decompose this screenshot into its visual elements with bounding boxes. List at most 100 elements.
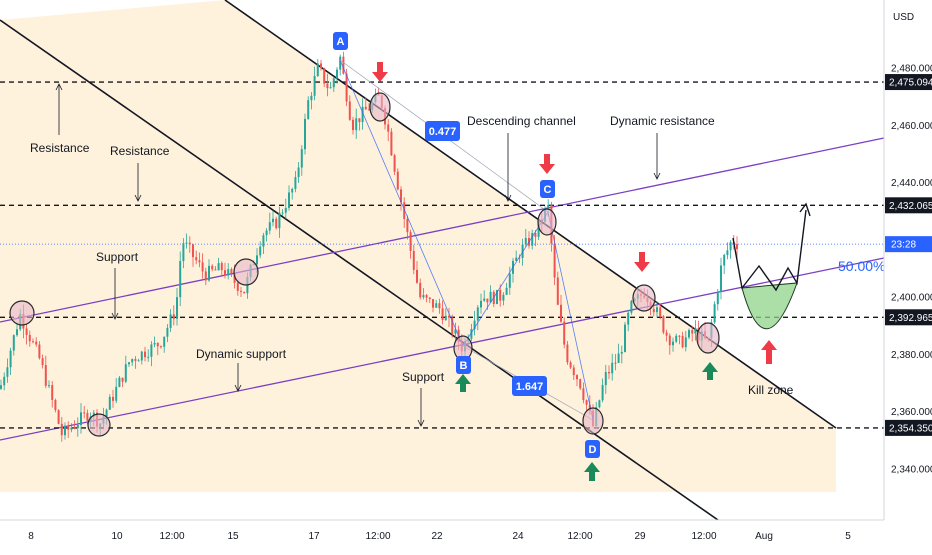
arrow-up-icon — [761, 340, 777, 364]
candle-body — [121, 377, 124, 382]
circle-8 — [632, 284, 656, 312]
candle-body — [729, 242, 732, 251]
candle-body — [115, 386, 118, 401]
candle-body — [67, 425, 70, 430]
candle-body — [352, 119, 354, 131]
price-badge-label: 2,392.965 — [889, 313, 932, 324]
candle-body — [166, 327, 169, 337]
candle-body — [713, 304, 716, 323]
candle-body — [105, 409, 108, 417]
candle-body — [534, 233, 537, 237]
candle-body — [201, 262, 204, 272]
circle-3 — [233, 258, 259, 286]
candle-body — [300, 149, 303, 168]
candle-body — [659, 307, 662, 317]
candle-body — [566, 344, 569, 363]
candle-body — [137, 360, 140, 362]
x-axis-ticks: 8 10 12:00 15 17 12:00 22 24 12:00 29 12:00 Aug 5 — [28, 531, 851, 542]
fib-50-label: 50.00% — [838, 258, 885, 274]
candle-body — [604, 371, 607, 386]
candle-body — [563, 321, 566, 345]
candle-body — [16, 329, 18, 336]
arrow-up-icon — [702, 362, 718, 380]
y-tick-label: 2,460.000 — [891, 121, 932, 132]
projection-arrow-head — [799, 202, 811, 217]
dynamic-resistance-label: Dynamic resistance — [610, 114, 715, 128]
candle-body — [208, 265, 210, 281]
candle-body — [486, 298, 489, 303]
candle-body — [179, 261, 182, 298]
candle-body — [326, 83, 329, 89]
candle-body — [281, 212, 284, 214]
dynamic-support-label: Dynamic support — [196, 347, 287, 361]
candle-body — [617, 353, 620, 363]
price-badge — [885, 419, 932, 436]
x-tick-label: 12:00 — [691, 531, 716, 542]
candle-body — [332, 78, 335, 88]
candle-body — [108, 396, 111, 410]
candle-body — [54, 399, 57, 411]
candle-body — [470, 329, 473, 339]
candle-body — [400, 189, 402, 203]
candle-body — [211, 265, 214, 270]
abcd-pattern-line — [339, 59, 594, 421]
candle-body — [124, 364, 127, 382]
candle-body — [588, 404, 591, 411]
candle-body — [496, 290, 498, 305]
candle-body — [278, 212, 281, 229]
candle-body — [0, 385, 2, 389]
candle-body — [83, 412, 86, 414]
candle-body — [144, 351, 146, 358]
candle-body — [656, 307, 658, 313]
candle-body — [140, 351, 143, 361]
candle-body — [473, 320, 476, 330]
candle-body — [403, 202, 406, 219]
candle-body — [48, 385, 50, 387]
candle-body — [70, 427, 73, 430]
candle-body — [723, 254, 726, 266]
candle-body — [147, 356, 150, 358]
y-tick-label: 2,380.000 — [891, 350, 932, 361]
candle-body — [387, 124, 390, 132]
candle-body — [358, 118, 361, 123]
price-badge — [885, 74, 932, 91]
candle-body — [220, 263, 223, 271]
candle-body — [38, 344, 41, 359]
candle-body — [716, 291, 719, 305]
candle-body — [86, 412, 89, 421]
channel-area — [0, 0, 836, 492]
candle-body — [688, 330, 690, 338]
tag-b: B — [456, 356, 471, 374]
candle-body — [736, 244, 738, 250]
price-badge-label: 2,475.094 — [889, 78, 932, 89]
candle-body — [192, 244, 194, 258]
x-tick-label: 12:00 — [365, 531, 390, 542]
candle-body — [243, 291, 246, 294]
candle-body — [230, 269, 233, 274]
y-tick-label: 2,360.000 — [891, 407, 932, 418]
ratio-tag-1647: 1.647 — [512, 376, 547, 396]
circle-4 — [369, 92, 391, 122]
red-arrows — [372, 62, 650, 272]
svg-text:C: C — [544, 184, 552, 196]
candle-body — [620, 351, 623, 354]
candle-body — [480, 300, 482, 308]
candle-body — [668, 335, 671, 346]
y-tick-label: 2,480.000 — [891, 64, 932, 75]
candle-body — [547, 204, 550, 209]
candle-body — [675, 335, 678, 342]
candle-body — [691, 330, 694, 334]
candle-body — [9, 350, 12, 368]
candle-body — [614, 362, 617, 364]
candle-body — [518, 257, 521, 259]
candle-body — [217, 263, 220, 271]
candle-body — [169, 314, 172, 328]
time-axis-bg — [0, 520, 932, 550]
candle-body — [195, 257, 198, 261]
price-badge-label: 2,432.065 — [889, 201, 932, 212]
candle-body — [336, 69, 338, 79]
kill-zone-label: Kill zone — [748, 383, 794, 397]
x-tick-label: 24 — [512, 531, 524, 542]
